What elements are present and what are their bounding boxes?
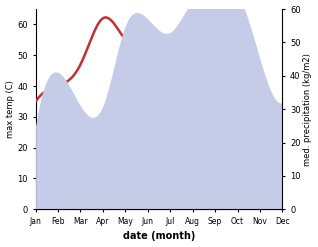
Y-axis label: max temp (C): max temp (C): [5, 80, 15, 138]
Y-axis label: med. precipitation (kg/m2): med. precipitation (kg/m2): [303, 53, 313, 165]
X-axis label: date (month): date (month): [123, 231, 195, 242]
